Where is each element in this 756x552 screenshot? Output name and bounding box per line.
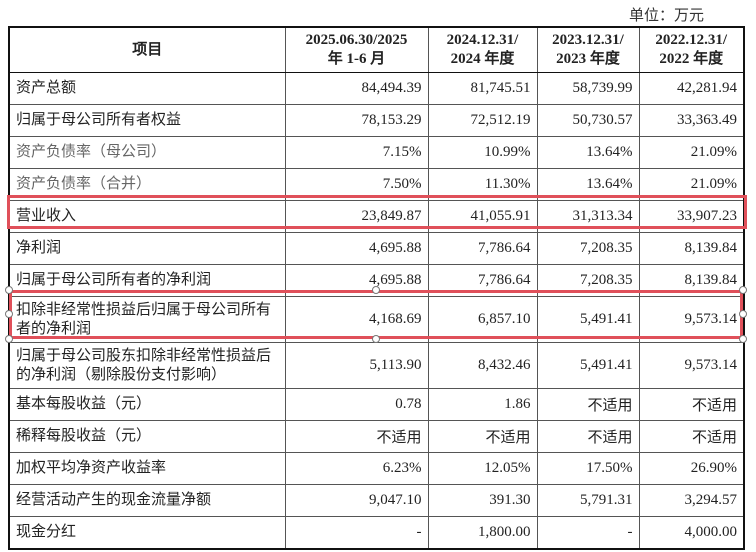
- cell-value: 1.86: [427, 388, 538, 421]
- cell-value: -: [536, 516, 640, 550]
- cell-value: 不适用: [638, 420, 745, 453]
- cell-value: 6.23%: [284, 452, 429, 485]
- column-header-item: 项目: [8, 26, 286, 73]
- cell-value: 10.99%: [427, 136, 538, 169]
- row-label: 现金分红: [8, 516, 286, 550]
- cell-value: 5,791.31: [536, 484, 640, 517]
- cell-value: 72,512.19: [427, 104, 538, 137]
- cell-value: 8,432.46: [427, 342, 538, 389]
- table-row: 资产总额 84,494.39 81,745.51 58,739.99 42,281.94: [8, 72, 745, 105]
- cell-value: 6,857.10: [427, 296, 538, 343]
- cell-value: 33,363.49: [638, 104, 745, 137]
- cell-value: 不适用: [427, 420, 538, 453]
- table-row: 现金分红 -1,800.00-4,000.00: [8, 516, 745, 550]
- table-row: 稀释每股收益（元） 不适用 不适用 不适用 不适用: [8, 420, 745, 453]
- cell-value: 26.90%: [638, 452, 745, 485]
- row-label: 归属于母公司所有者的净利润: [8, 264, 286, 297]
- cell-value: 50,730.57: [536, 104, 640, 137]
- cell-value: 9,573.14: [638, 342, 745, 389]
- row-label: 资产总额: [8, 72, 286, 105]
- resize-handle[interactable]: [5, 310, 13, 318]
- column-header-period: 2022.12.31/ 2022 年度: [638, 26, 745, 73]
- row-label: 资产负债率（合并）: [8, 168, 286, 201]
- column-header-period: 2023.12.31/ 2023 年度: [536, 26, 640, 73]
- table-row: 资产负债率（合并） 7.50% 11.30% 13.64% 21.09%: [8, 168, 745, 201]
- table-row: 扣除非经常性损益后归属于母公司所有者的净利润 4,168.69 6,857.10 5,…: [8, 296, 745, 343]
- cell-value: 12.05%: [427, 452, 538, 485]
- cell-value: 21.09%: [638, 136, 745, 169]
- cell-value: 58,739.99: [536, 72, 640, 105]
- cell-value: 5,491.41: [536, 296, 640, 343]
- cell-value: 1,800.00: [427, 516, 538, 550]
- cell-value: 5,491.41: [536, 342, 640, 389]
- cell-value: 5,113.90: [284, 342, 429, 389]
- cell-value: 0.78: [284, 388, 429, 421]
- resize-handle[interactable]: [739, 310, 747, 318]
- cell-value: 不适用: [638, 388, 745, 421]
- row-label: 扣除非经常性损益后归属于母公司所有者的净利润: [8, 296, 286, 343]
- cell-value: 81,745.51: [427, 72, 538, 105]
- cell-value: 41,055.91: [427, 200, 538, 233]
- cell-value: 84,494.39: [284, 72, 429, 105]
- financial-table: 项目 2025.06.30/2025 年 1-6 月 2024.12.31/ 202…: [8, 26, 745, 550]
- row-label: 加权平均净资产收益率: [8, 452, 286, 485]
- cell-value: 9,573.14: [638, 296, 745, 343]
- table-row: 经营活动产生的现金流量净额 9,047.10 391.30 5,791.31 3,294…: [8, 484, 745, 517]
- cell-value: 42,281.94: [638, 72, 745, 105]
- cell-value: 21.09%: [638, 168, 745, 201]
- cell-value: 7.50%: [284, 168, 429, 201]
- resize-handle[interactable]: [5, 286, 13, 294]
- row-label: 资产负债率（母公司）: [8, 136, 286, 169]
- cell-value: 7,786.64: [427, 232, 538, 265]
- row-label: 经营活动产生的现金流量净额: [8, 484, 286, 517]
- cell-value: 4,168.69: [284, 296, 429, 343]
- cell-value: 8,139.84: [638, 232, 745, 265]
- cell-value: 31,313.34: [536, 200, 640, 233]
- cell-value: 78,153.29: [284, 104, 429, 137]
- cell-value: 7.15%: [284, 136, 429, 169]
- cell-value: 9,047.10: [284, 484, 429, 517]
- row-label: 归属于母公司所有者权益: [8, 104, 286, 137]
- resize-handle[interactable]: [372, 286, 380, 294]
- cell-value: 23,849.87: [284, 200, 429, 233]
- cell-value: -: [284, 516, 429, 550]
- cell-value: 4,695.88: [284, 264, 429, 297]
- cell-value: 17.50%: [536, 452, 640, 485]
- table-row: 资产负债率（母公司） 7.15% 10.99% 13.64% 21.09%: [8, 136, 745, 169]
- cell-value: 13.64%: [536, 168, 640, 201]
- cell-value: 33,907.23: [638, 200, 745, 233]
- table-row: 归属于母公司股东扣除非经常性损益后的净利润（剔除股份支付影响） 5,113.90 8…: [8, 342, 745, 389]
- cell-value: 不适用: [284, 420, 429, 453]
- row-label: 归属于母公司股东扣除非经常性损益后的净利润（剔除股份支付影响）: [8, 342, 286, 389]
- resize-handle[interactable]: [739, 286, 747, 294]
- row-label: 营业收入: [8, 200, 286, 233]
- cell-value: 7,208.35: [536, 232, 640, 265]
- table-row: 基本每股收益（元） 0.78 1.86 不适用 不适用: [8, 388, 745, 421]
- cell-value: 4,695.88: [284, 232, 429, 265]
- cell-value: 391.30: [427, 484, 538, 517]
- cell-value: 不适用: [536, 388, 640, 421]
- cell-value: 8,139.84: [638, 264, 745, 297]
- table-row: 净利润 4,695.88 7,786.64 7,208.35 8,139.84: [8, 232, 745, 265]
- table-row: 营业收入 23,849.87 41,055.91 31,313.34 33,907.23: [8, 200, 745, 233]
- resize-handle[interactable]: [372, 335, 380, 343]
- resize-handle[interactable]: [739, 335, 747, 343]
- row-label: 净利润: [8, 232, 286, 265]
- cell-value: 不适用: [536, 420, 640, 453]
- column-header-period: 2024.12.31/ 2024 年度: [427, 26, 538, 73]
- unit-label: 单位：万元: [628, 8, 704, 24]
- table-row: 归属于母公司所有者权益 78,153.29 72,512.19 50,730.57 33…: [8, 104, 745, 137]
- table-row: 加权平均净资产收益率 6.23% 12.05% 17.50% 26.90%: [8, 452, 745, 485]
- cell-value: 7,786.64: [427, 264, 538, 297]
- cell-value: 13.64%: [536, 136, 640, 169]
- row-label: 稀释每股收益（元）: [8, 420, 286, 453]
- cell-value: 4,000.00: [638, 516, 745, 550]
- column-header-period: 2025.06.30/2025 年 1-6 月: [284, 26, 429, 73]
- cell-value: 11.30%: [427, 168, 538, 201]
- cell-value: 3,294.57: [638, 484, 745, 517]
- cell-value: 7,208.35: [536, 264, 640, 297]
- resize-handle[interactable]: [5, 335, 13, 343]
- row-label: 基本每股收益（元）: [8, 388, 286, 421]
